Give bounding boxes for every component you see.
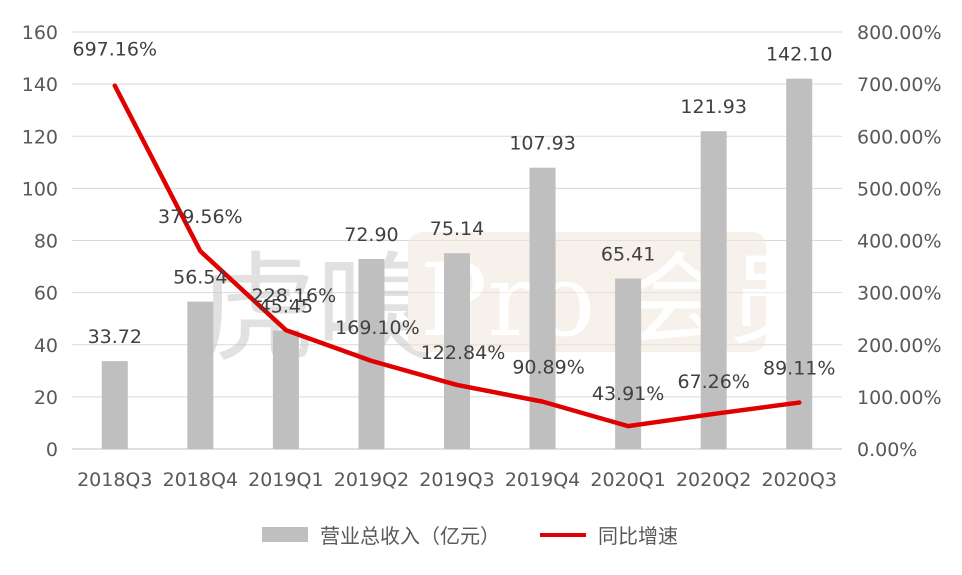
line-data-label: 228.16% — [252, 285, 337, 307]
legend: 营业总收入（亿元） 同比增速 — [262, 524, 678, 548]
y-right-tick-label: 300.00% — [857, 283, 942, 305]
line-data-labels: 697.16% 379.56% 228.16% 169.10%122.84% 90.89… — [73, 39, 836, 406]
x-tick-label: 2019Q1 — [248, 469, 323, 491]
line-data-label: 122.84% — [421, 342, 506, 364]
y-left-tick-label: 60 — [34, 283, 58, 305]
bar — [358, 259, 385, 449]
bar — [786, 78, 813, 449]
x-tick-label: 2019Q4 — [505, 469, 580, 491]
y-right-tick-label: 200.00% — [857, 335, 942, 357]
x-tick-label: 2018Q4 — [163, 469, 238, 491]
x-tick-label: 2018Q3 — [77, 469, 152, 491]
y-right-tick-label: 0.00% — [857, 439, 917, 461]
bar-data-label: 107.93 — [509, 133, 575, 155]
x-tick-label: 2020Q2 — [676, 469, 751, 491]
bar-data-label: 56.54 — [173, 267, 227, 289]
line-series — [112, 83, 802, 429]
bar-series — [101, 78, 813, 449]
bar-data-label: 142.10 — [766, 44, 832, 66]
y-right-tick-label: 100.00% — [857, 387, 942, 409]
bar-data-label: 121.93 — [680, 96, 746, 118]
watermark: 虎嗅 Pro 会员 — [198, 232, 827, 378]
y-right-tick-label: 700.00% — [857, 74, 942, 96]
y-left-tick-label: 100 — [22, 178, 58, 200]
x-axis: 2018Q3 2018Q4 2019Q1 2019Q2 2019Q3 2019Q4 2020… — [77, 469, 837, 491]
bar — [444, 253, 470, 449]
bar — [615, 278, 642, 449]
bar-data-label: 45.45 — [259, 296, 313, 318]
svg-text:虎嗅: 虎嗅 — [198, 240, 434, 378]
y-left-tick-label: 20 — [34, 387, 58, 409]
bar-data-label: 65.41 — [601, 244, 655, 266]
line-data-label: 89.11% — [763, 358, 835, 380]
legend-label-line: 同比增速 — [598, 524, 678, 548]
y-left-tick-label: 40 — [34, 335, 58, 357]
legend-label-bar: 营业总收入（亿元） — [320, 524, 500, 548]
y-right-tick-label: 800.00% — [857, 22, 942, 44]
x-tick-label: 2019Q3 — [419, 469, 494, 491]
line-path — [112, 83, 802, 429]
bar-data-label: 72.90 — [344, 224, 398, 246]
line-data-label: 43.91% — [592, 383, 664, 405]
bar — [700, 131, 727, 449]
bar-data-labels: 33.72 56.54 45.45 72.90 75.14 107.93 65.41 121.… — [88, 44, 833, 348]
bar — [101, 361, 128, 449]
y-left-tick-label: 160 — [22, 22, 58, 44]
y-axis-right: 0.00% 100.00% 200.00% 300.00% 400.00% 500.00%… — [857, 22, 942, 461]
y-left-tick-label: 80 — [34, 231, 58, 253]
line-data-label: 90.89% — [512, 357, 584, 379]
line-data-label: 697.16% — [73, 39, 158, 61]
y-left-tick-label: 140 — [22, 74, 58, 96]
line-data-label: 379.56% — [158, 206, 243, 228]
bar-data-label: 75.14 — [430, 218, 484, 240]
y-axis-left: 0 20 40 60 80 100 120 140 160 — [22, 22, 58, 461]
y-left-tick-label: 120 — [22, 126, 58, 148]
bar-data-label: 33.72 — [88, 326, 142, 348]
legend-swatch-bar — [262, 527, 308, 542]
x-tick-label: 2020Q1 — [590, 469, 665, 491]
bar — [272, 330, 299, 449]
y-right-tick-label: 400.00% — [857, 231, 942, 253]
x-tick-label: 2019Q2 — [334, 469, 409, 491]
y-left-tick-label: 0 — [46, 439, 58, 461]
y-right-tick-label: 600.00% — [857, 126, 942, 148]
line-data-label: 169.10% — [335, 317, 420, 339]
line-data-label: 67.26% — [677, 371, 749, 393]
bar — [529, 167, 556, 449]
y-right-tick-label: 500.00% — [857, 178, 942, 200]
x-tick-label: 2020Q3 — [762, 469, 837, 491]
bar — [187, 301, 214, 449]
